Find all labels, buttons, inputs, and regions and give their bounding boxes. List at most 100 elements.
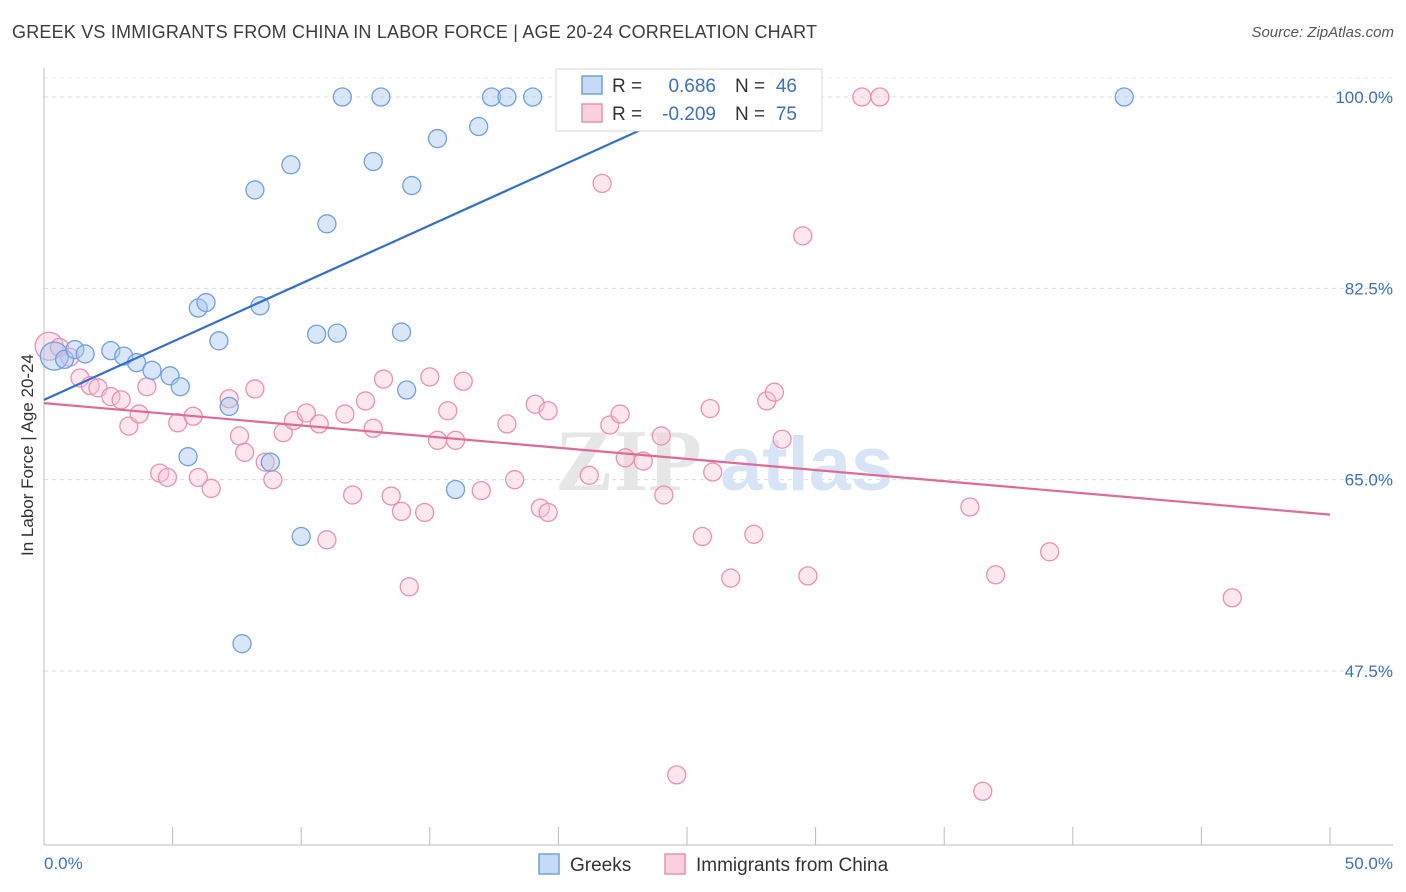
china-point — [793, 226, 813, 246]
greeks-point — [469, 116, 489, 137]
china-point — [373, 369, 394, 389]
china-point — [391, 501, 412, 522]
china-point — [309, 414, 329, 434]
china-point — [415, 502, 435, 523]
greeks-point — [65, 339, 85, 360]
china-point — [985, 565, 1006, 585]
china-point — [296, 403, 316, 423]
greeks-point — [245, 180, 265, 200]
china-point — [744, 524, 764, 544]
legend-swatch-greeks — [581, 75, 603, 95]
china-point — [497, 414, 517, 434]
greeks-point — [481, 87, 502, 107]
legend-swatch-china — [581, 103, 603, 123]
series-china-points — [34, 87, 1242, 801]
greeks-point — [142, 360, 162, 380]
china-point — [111, 390, 131, 410]
legend-n-label-greeks: N = — [735, 76, 765, 97]
axes — [43, 68, 1393, 846]
y-tick-label: 82.5% — [1345, 279, 1393, 298]
china-point — [101, 386, 121, 407]
x-tick-label-max: 50.0% — [1345, 854, 1393, 873]
bottom-legend-label-china: Immigrants from China — [696, 855, 889, 876]
greeks-point — [523, 87, 543, 107]
china-point — [229, 426, 250, 446]
bottom-legend-swatch-greeks — [538, 853, 560, 875]
china-point — [538, 401, 558, 421]
y-tick-label: 100.0% — [1335, 88, 1393, 107]
china-point — [615, 448, 635, 468]
china-point — [973, 781, 993, 801]
y-axis-label: In Labor Force | Age 20-24 — [18, 354, 37, 556]
china-point — [505, 470, 525, 490]
china-point — [355, 391, 376, 411]
greeks-point — [371, 87, 391, 107]
china-point — [157, 467, 178, 488]
china-point — [471, 480, 491, 501]
china-point — [798, 566, 818, 586]
legend-box: R = 0.686 N = 46 R = -0.209 N = 75 — [555, 68, 823, 132]
greeks-point — [1114, 87, 1134, 107]
china-point — [870, 87, 890, 107]
y-tick-label: 47.5% — [1345, 662, 1393, 681]
china-point — [772, 429, 792, 449]
greeks-point — [170, 377, 190, 397]
china-point — [592, 173, 612, 194]
china-point — [960, 497, 980, 517]
china-point — [427, 430, 448, 450]
greeks-point — [332, 87, 353, 107]
china-point — [219, 389, 239, 409]
greeks-point — [445, 479, 466, 500]
china-point — [129, 404, 149, 424]
y-tick-label: 65.0% — [1345, 471, 1393, 490]
greeks-point — [363, 151, 383, 172]
greeks-point — [306, 324, 327, 344]
china-point — [342, 485, 363, 505]
legend-n-label-china: N = — [735, 104, 765, 125]
legend-r-label-china: R = — [612, 104, 642, 125]
china-point — [263, 470, 283, 490]
legend-r-label-greeks: R = — [612, 76, 642, 97]
greeks-point — [232, 634, 252, 654]
series-greeks-points — [39, 87, 1134, 654]
china-point — [399, 577, 419, 597]
china-point — [188, 467, 208, 488]
china-point — [49, 337, 70, 358]
greeks-point — [291, 526, 311, 547]
chart-source: Source: ZipAtlas.com — [1251, 24, 1394, 41]
chart-title: GREEK VS IMMIGRANTS FROM CHINA IN LABOR … — [12, 22, 818, 42]
china-point — [764, 382, 785, 402]
china-point — [438, 401, 458, 421]
greeks-trend-line — [43, 90, 727, 401]
china-point — [363, 418, 383, 438]
greeks-point — [178, 447, 198, 467]
china-trend-line — [43, 402, 1331, 516]
watermark-zip: ZIP — [555, 413, 702, 510]
gridlines: 47.5% 65.0% 82.5% 100.0% — [44, 77, 1393, 681]
china-point — [692, 526, 713, 547]
china-point — [852, 87, 872, 107]
bottom-legend: Greeks Immigrants from China — [538, 853, 889, 876]
bottom-legend-label-greeks: Greeks — [570, 855, 631, 876]
china-point — [335, 404, 355, 424]
greeks-point — [327, 323, 347, 343]
greeks-point — [317, 214, 337, 234]
trend-lines — [43, 90, 1331, 516]
greeks-point — [397, 380, 417, 400]
china-point — [420, 367, 440, 387]
china-point — [1222, 588, 1242, 608]
china-point — [651, 426, 671, 446]
greeks-point — [427, 128, 448, 149]
china-point — [317, 530, 337, 550]
greeks-point — [196, 292, 216, 313]
greeks-point — [260, 452, 280, 472]
china-point — [610, 404, 630, 424]
greeks-point — [402, 175, 422, 196]
greeks-point — [75, 344, 95, 364]
x-tick-label-min: 0.0% — [44, 854, 83, 873]
legend-n-value-greeks: 46 — [776, 76, 797, 97]
china-point — [538, 502, 558, 523]
greeks-point — [497, 87, 517, 107]
china-point — [654, 485, 674, 505]
